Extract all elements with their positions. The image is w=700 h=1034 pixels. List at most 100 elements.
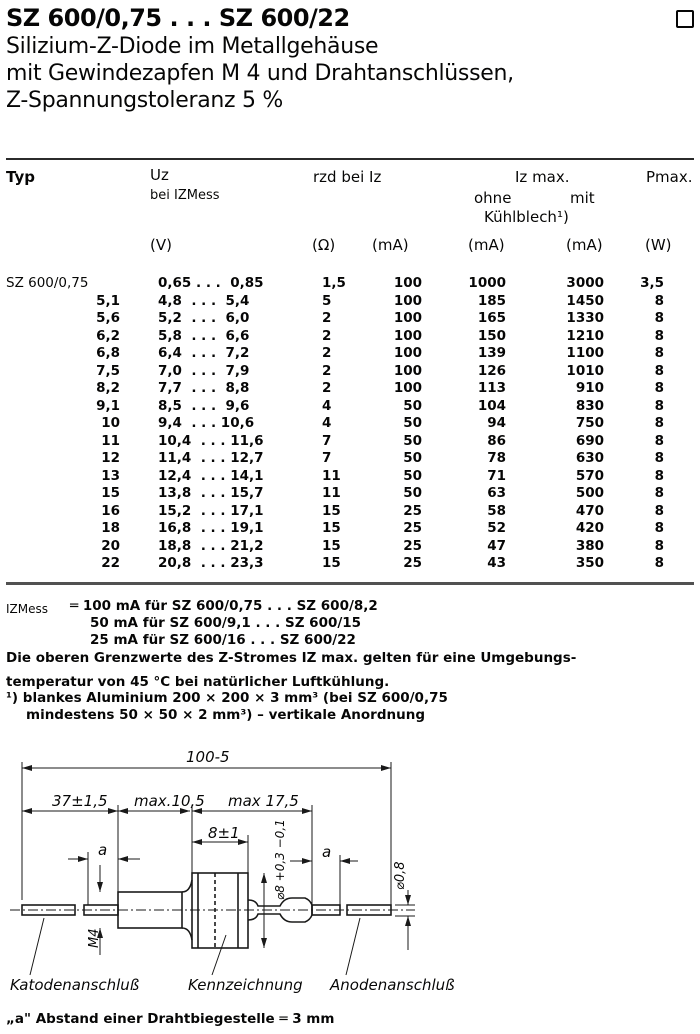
label-dim-thread-size: M4 <box>87 929 102 949</box>
header-uz-sub: bei IZMess <box>150 188 220 203</box>
cell-uz: 10,4 . . . 11,6 <box>158 432 264 449</box>
cell-uz: 6,4 . . . 7,2 <box>158 345 250 361</box>
cell-mit: 690 <box>575 432 604 449</box>
cell-typ: 13 <box>101 467 120 484</box>
cell-ohne: 104 <box>477 397 506 414</box>
unit-rzd: (Ω) <box>312 236 336 254</box>
cell-uz: 7,7 . . . 8,8 <box>158 380 250 396</box>
diode-body <box>191 872 249 949</box>
cell-p: 8 <box>654 345 664 361</box>
anode-wire <box>346 904 392 916</box>
page-title: SZ 600/0,75 . . . SZ 600/22 <box>6 4 350 32</box>
cell-rzd: 5 <box>322 292 332 309</box>
cell-p: 8 <box>654 380 664 396</box>
label-cathode: Katodenanschluß <box>10 976 139 994</box>
cell-iz: 25 <box>403 555 422 571</box>
cell-rzd: 2 <box>322 310 332 326</box>
cell-typ: 22 <box>101 555 120 571</box>
cell-typ: 7,5 <box>96 362 120 379</box>
cell-p: 8 <box>654 362 664 379</box>
label-marking: Kennzeichnung <box>188 976 303 994</box>
label-dim-thread: max.10,5 <box>134 792 205 810</box>
cell-ohne: 43 <box>487 555 506 571</box>
footnote-line-1: ¹) blankes Aluminium 200 × 200 × 3 mm³ (… <box>6 690 448 706</box>
cell-iz: 100 <box>393 345 422 361</box>
izmess-line-3: 25 mA für SZ 600/16 . . . SZ 600/22 <box>90 632 356 648</box>
izmess-label: IZMess <box>6 602 48 616</box>
cell-typ: 6,8 <box>96 345 120 361</box>
cell-ohne: 94 <box>487 415 506 431</box>
cell-iz: 50 <box>403 450 422 466</box>
subtitle-line-1: Silizium-Z-Diode im Metallgehäuse <box>6 34 379 59</box>
header-rzd: rzd bei Iz <box>313 168 382 186</box>
label-total-length: 100-5 <box>186 748 230 766</box>
cell-uz: 4,8 . . . 5,4 <box>158 292 250 309</box>
cell-p: 8 <box>654 450 664 466</box>
cell-iz: 100 <box>393 275 422 291</box>
cell-uz: 20,8 . . . 23,3 <box>158 555 264 571</box>
cell-iz: 100 <box>393 380 422 396</box>
cell-rzd: 7 <box>322 450 332 466</box>
cell-uz: 5,8 . . . 6,6 <box>158 327 250 344</box>
cell-iz: 25 <box>403 502 422 519</box>
cell-typ: 5,1 <box>96 292 120 309</box>
checkbox-square <box>676 10 694 28</box>
cell-rzd: 11 <box>322 467 341 484</box>
unit-iz: (mA) <box>372 236 409 254</box>
label-anode: Anodenanschluß <box>329 976 455 994</box>
subtitle-line-3: Z-Spannungstoleranz 5 % <box>6 88 283 113</box>
cell-typ: 11 <box>101 432 120 449</box>
header-typ: Typ <box>6 168 35 186</box>
cell-iz: 25 <box>403 520 422 536</box>
unit-ohne: (mA) <box>468 236 505 254</box>
cell-iz: 25 <box>403 537 422 554</box>
cell-ohne: 86 <box>487 432 506 449</box>
cell-mit: 470 <box>575 502 604 519</box>
cell-iz: 100 <box>393 327 422 344</box>
cell-uz: 7,0 . . . 7,9 <box>158 362 250 379</box>
anode-wire-inner <box>311 904 341 916</box>
cell-typ: 6,2 <box>96 327 120 344</box>
cell-rzd: 15 <box>322 520 341 536</box>
cell-uz: 8,5 . . . 9,6 <box>158 397 250 414</box>
header-ohne: ohne <box>474 189 512 207</box>
limit-line-1: Die oberen Grenzwerte des Z-Stromes IZ m… <box>6 650 577 666</box>
izmess-line-1: ═ 100 mA für SZ 600/0,75 . . . SZ 600/8,… <box>70 598 378 614</box>
cell-p: 8 <box>654 467 664 484</box>
header-mit: mit <box>570 189 595 207</box>
cell-mit: 750 <box>575 415 604 431</box>
cell-iz: 50 <box>403 432 422 449</box>
subtitle-line-2: mit Gewindezapfen M 4 und Drahtanschlüss… <box>6 61 514 86</box>
cell-mit: 1450 <box>566 292 604 309</box>
cell-p: 8 <box>654 310 664 326</box>
bottom-note: „a" Abstand einer Drahtbiegestelle ═ 3 m… <box>6 1011 335 1027</box>
cell-iz: 50 <box>403 485 422 501</box>
table-bottom-rule <box>6 582 694 585</box>
cell-p: 8 <box>654 415 664 431</box>
cell-mit: 830 <box>575 397 604 414</box>
label-dim-a-left: a <box>98 841 107 859</box>
limit-line-2: temperatur von 45 °C bei natürlicher Luf… <box>6 674 390 690</box>
cell-mit: 350 <box>575 555 604 571</box>
cell-mit: 1210 <box>566 327 604 344</box>
table-top-rule <box>6 158 694 160</box>
cell-rzd: 1,5 <box>322 275 346 291</box>
cell-mit: 380 <box>575 537 604 554</box>
header-pmax: Pmax. <box>646 168 693 186</box>
cell-mit: 420 <box>575 520 604 536</box>
unit-mit: (mA) <box>566 236 603 254</box>
label-dim-a-right: a <box>322 843 331 861</box>
label-dim-cathode: 37±1,5 <box>52 792 108 810</box>
cell-typ: 16 <box>101 502 120 519</box>
cell-typ: 15 <box>101 485 120 501</box>
thread-stud <box>117 891 183 929</box>
cell-rzd: 2 <box>322 380 332 396</box>
cell-p: 8 <box>654 292 664 309</box>
cell-rzd: 7 <box>322 432 332 449</box>
cell-ohne: 185 <box>477 292 506 309</box>
cell-rzd: 2 <box>322 345 332 361</box>
cell-p: 8 <box>654 327 664 344</box>
cell-ohne: 78 <box>487 450 506 466</box>
cell-ohne: 165 <box>477 310 506 326</box>
